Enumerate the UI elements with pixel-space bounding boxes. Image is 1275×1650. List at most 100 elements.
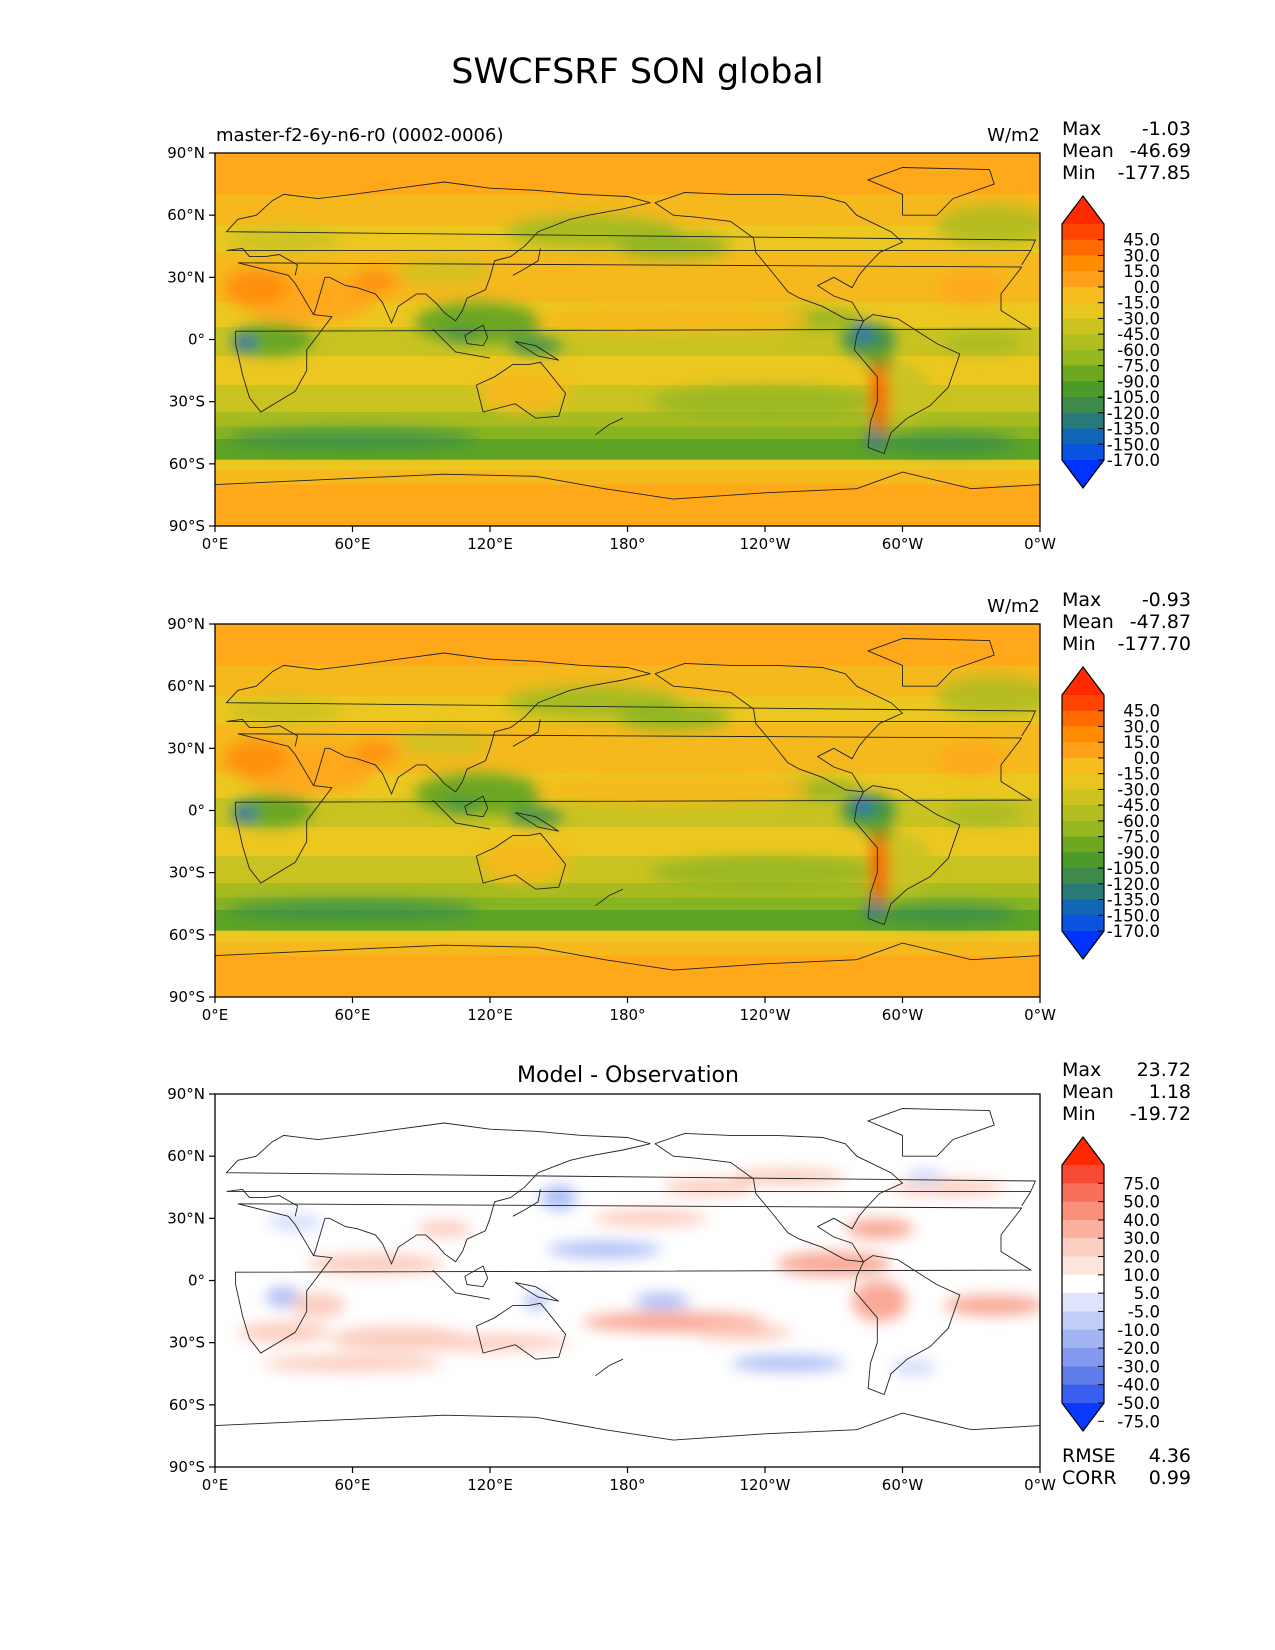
coastline (313, 202, 651, 325)
y-tick-label: 90°S (169, 988, 205, 1006)
field-feature (226, 899, 479, 921)
x-tick-label: 60°W (882, 1006, 924, 1024)
panel-1: master-f2-6y-n6-r0 (0002-0006) W/m2 0°E 6… (167, 118, 1191, 553)
field-feature (478, 370, 571, 413)
panel-2-units: W/m2 (987, 596, 1040, 617)
coastline (853, 314, 961, 455)
field-feature (535, 775, 811, 805)
colorbar-segment (1062, 1256, 1104, 1276)
colorbar-label: -90.0 (1117, 843, 1160, 862)
colorbar-segment (1062, 757, 1104, 775)
diff-feature (267, 1214, 323, 1231)
x-tick-label: 60°W (882, 1476, 924, 1494)
stat-value: -19.72 (1130, 1103, 1191, 1125)
x-tick-label: 0°E (202, 1476, 229, 1494)
colorbar-label: -30.0 (1117, 309, 1160, 328)
field-band (215, 930, 1040, 942)
colorbar-segment (1062, 1366, 1104, 1386)
diff-feature (540, 1185, 578, 1211)
colorbar-label: -45.0 (1117, 325, 1160, 344)
colorbar-segment (1062, 1219, 1104, 1239)
field-feature (414, 302, 543, 344)
coastline (225, 1122, 1037, 1207)
colorbar-segment (1062, 695, 1104, 712)
colorbar-label: -105.0 (1107, 388, 1160, 407)
coastline (432, 328, 491, 359)
coastline (866, 1108, 995, 1157)
field-feature (441, 800, 479, 813)
coastline (235, 1203, 1033, 1354)
coastline (514, 812, 560, 832)
stat-label: Mean (1062, 140, 1114, 162)
diff-feature (260, 1355, 445, 1372)
field-feature (879, 903, 1018, 925)
coastline (514, 1282, 560, 1302)
stat-label: CORR (1062, 1467, 1117, 1489)
x-tick-label: 0°E (202, 1006, 229, 1024)
panel-2: W/m2 0°E 60°E 120°E 180° 120°W 60°W 0°W 90°N 60°… (167, 589, 1191, 1024)
colorbar-segment (1062, 334, 1104, 351)
field-feature (352, 269, 399, 294)
colorbar-label: -60.0 (1117, 812, 1160, 831)
colorbar-segment (1062, 1183, 1104, 1203)
colorbar-segment (1062, 883, 1104, 901)
coastline (514, 341, 560, 361)
colorbar-segment (1062, 1238, 1104, 1258)
colorbar-extend-min (1062, 460, 1104, 488)
colorbar-segment (1062, 1293, 1104, 1313)
coastline (654, 1132, 904, 1263)
coastline (866, 167, 995, 216)
colorbar-label: -30.0 (1117, 1357, 1160, 1376)
diff-feature (943, 1295, 1040, 1316)
coastline (215, 942, 1040, 971)
colorbar-label: -75.0 (1117, 828, 1160, 847)
diff-feature (416, 1220, 472, 1237)
diff-feature (845, 1218, 914, 1240)
colorbar-segment (1062, 286, 1104, 304)
diff-feature (237, 1321, 330, 1343)
panel-1-units: W/m2 (987, 125, 1040, 146)
stat-label: Max (1062, 118, 1101, 140)
colorbar-label: 40.0 (1123, 1211, 1160, 1230)
field-features (224, 675, 1040, 925)
field-feature (398, 258, 490, 284)
coastline (464, 795, 489, 818)
stat-label: Mean (1062, 611, 1114, 633)
field-feature (224, 269, 289, 307)
diff-feature (306, 1253, 445, 1275)
colorbar-label: -150.0 (1107, 906, 1160, 925)
y-tick-label: 30°N (167, 739, 205, 757)
panel-1-title: master-f2-6y-n6-r0 (0002-0006) (216, 125, 503, 146)
stat-value: 0.99 (1149, 1467, 1191, 1489)
colorbar-label: -135.0 (1107, 891, 1160, 910)
diff-features (237, 1168, 1040, 1376)
coastline (215, 1412, 1040, 1441)
y-tick-label: 30°S (169, 393, 205, 411)
colorbar-segment (1062, 397, 1104, 414)
stat-label: Min (1062, 633, 1096, 655)
x-tick-label: 60°W (882, 535, 924, 553)
colorbar-segment (1062, 836, 1104, 853)
field-feature (226, 227, 342, 253)
colorbar-label: -60.0 (1117, 341, 1160, 360)
diff-feature (907, 1168, 944, 1186)
colorbar-segment (1062, 444, 1104, 461)
field-feature (233, 806, 257, 823)
x-tick-label: 180° (609, 1006, 645, 1024)
field-feature (865, 818, 894, 844)
stat-label: Min (1062, 1103, 1096, 1125)
colorbar-label: -170.0 (1107, 922, 1160, 941)
field-feature (441, 329, 479, 342)
colorbar-segment (1062, 1348, 1104, 1367)
coastline (866, 638, 995, 687)
x-tick-label: 180° (609, 1476, 645, 1494)
field-feature (650, 856, 880, 890)
diff-feature (290, 1292, 346, 1318)
field-feature (936, 204, 1040, 247)
colorbar-label: -170.0 (1107, 451, 1160, 470)
coastline (313, 1143, 651, 1266)
field-feature (650, 385, 880, 419)
x-tick-label: 60°E (334, 535, 370, 553)
colorbar-label: 5.0 (1134, 1284, 1160, 1303)
field-feature (870, 360, 889, 435)
